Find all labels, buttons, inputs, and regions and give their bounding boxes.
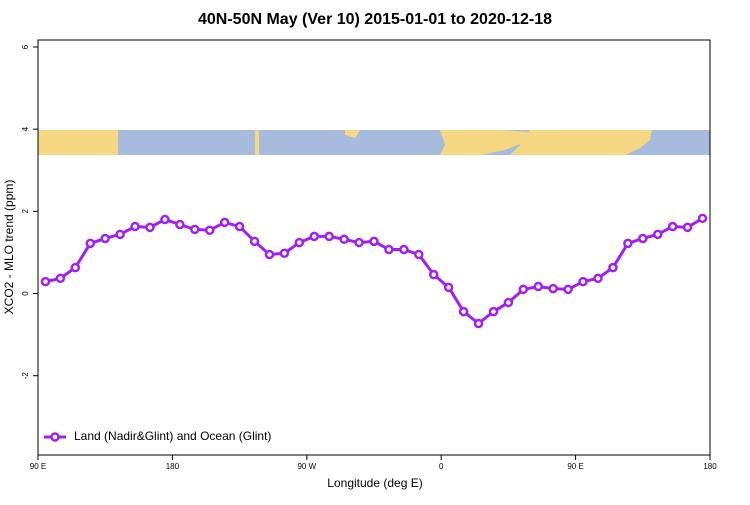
data-point — [145, 222, 155, 233]
data-point — [115, 229, 125, 240]
data-point — [638, 233, 648, 244]
x-tick-label: 90 E — [30, 462, 46, 471]
data-point — [697, 213, 708, 224]
data-point — [488, 306, 499, 317]
data-point — [294, 237, 305, 248]
data-point — [40, 276, 51, 287]
data-point — [593, 273, 603, 284]
data-point — [503, 297, 514, 308]
y-tick-label: 0 — [21, 291, 30, 296]
data-point — [384, 244, 394, 255]
x-tick-label: 90 E — [567, 462, 583, 471]
data-point — [354, 237, 364, 248]
data-point — [219, 217, 230, 228]
x-axis-label: Longitude (deg E) — [327, 476, 422, 490]
data-point — [175, 219, 185, 230]
data-point — [279, 248, 290, 259]
data-point — [608, 262, 618, 273]
data-point — [324, 231, 334, 242]
data-point — [652, 229, 663, 240]
data-point — [563, 284, 573, 295]
data-point — [234, 221, 245, 232]
data-point — [264, 249, 275, 260]
data-point — [160, 214, 170, 225]
data-point — [249, 236, 260, 247]
data-point — [204, 225, 215, 235]
data-point — [369, 236, 379, 247]
data-point — [623, 238, 633, 249]
data-point — [309, 231, 320, 242]
y-tick-label: 4 — [21, 126, 30, 131]
data-point — [70, 262, 81, 273]
y-axis-label: XCO2 - MLO trend (ppm) — [2, 180, 16, 315]
data-point — [428, 269, 439, 280]
data-point — [130, 221, 140, 232]
x-tick-label: 0 — [439, 462, 444, 471]
plot-frame — [37, 39, 711, 456]
data-point — [682, 222, 693, 233]
y-tick-label: 2 — [21, 209, 30, 214]
map-strip — [38, 130, 710, 155]
legend-label: Land (Nadir&Glint) and Ocean (Glint) — [74, 429, 271, 443]
data-point — [533, 281, 544, 292]
x-tick-label: 180 — [166, 462, 180, 471]
data-point — [578, 276, 588, 287]
data-point — [667, 221, 678, 232]
data-point — [55, 273, 66, 284]
x-tick-label: 90 W — [297, 462, 316, 471]
data-point — [473, 318, 484, 329]
data-point — [548, 283, 558, 294]
legend-marker — [50, 432, 60, 442]
data-point — [100, 233, 110, 244]
y-tick-label: 6 — [21, 44, 30, 49]
y-tick-label: -2 — [21, 372, 30, 380]
data-point — [458, 306, 469, 317]
x-tick-label: 180 — [703, 462, 717, 471]
data-point — [518, 284, 529, 295]
data-point — [85, 238, 96, 249]
data-point — [190, 224, 200, 235]
data-point — [414, 249, 424, 260]
chart-title: 40N-50N May (Ver 10) 2015-01-01 to 2020-… — [198, 11, 552, 28]
data-point — [443, 282, 454, 293]
data-point — [339, 234, 349, 245]
data-point — [399, 244, 409, 255]
series-line — [45, 217, 704, 326]
